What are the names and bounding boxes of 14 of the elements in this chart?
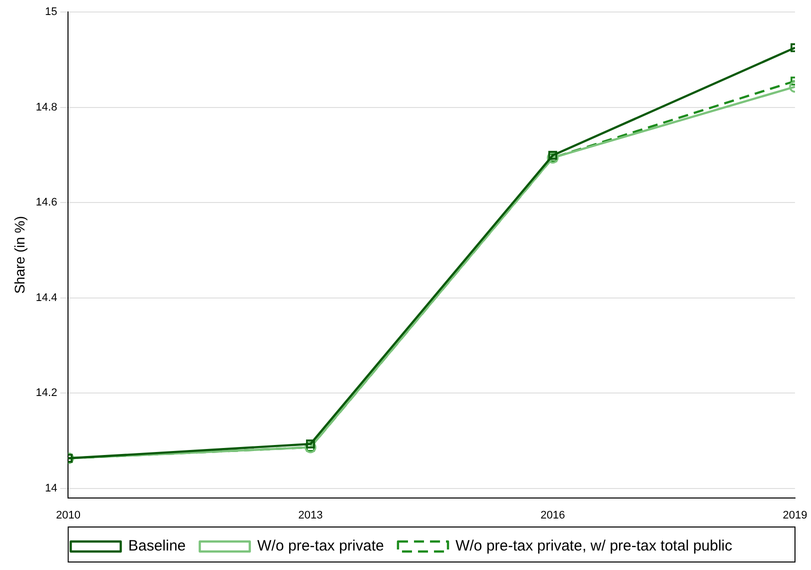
y-tick-label: 15: [44, 6, 58, 18]
legend-label: Baseline: [128, 538, 186, 555]
x-tick-label: 2016: [540, 509, 565, 522]
x-tick-label: 2010: [56, 509, 80, 522]
y-tick-label: 14.6: [36, 196, 58, 209]
legend-label: W/o pre-tax private, w/ pre-tax total public: [455, 538, 733, 555]
legend-label: W/o pre-tax private: [257, 538, 384, 555]
y-axis-title: Share (in %): [11, 216, 28, 294]
x-tick-label: 2019: [782, 509, 808, 522]
y-tick-label: 14: [44, 482, 58, 494]
y-tick-label: 14.8: [36, 101, 58, 114]
x-tick-label: 2013: [298, 509, 323, 522]
y-tick-label: 14.2: [36, 387, 58, 400]
y-tick-label: 14.4: [36, 292, 58, 304]
